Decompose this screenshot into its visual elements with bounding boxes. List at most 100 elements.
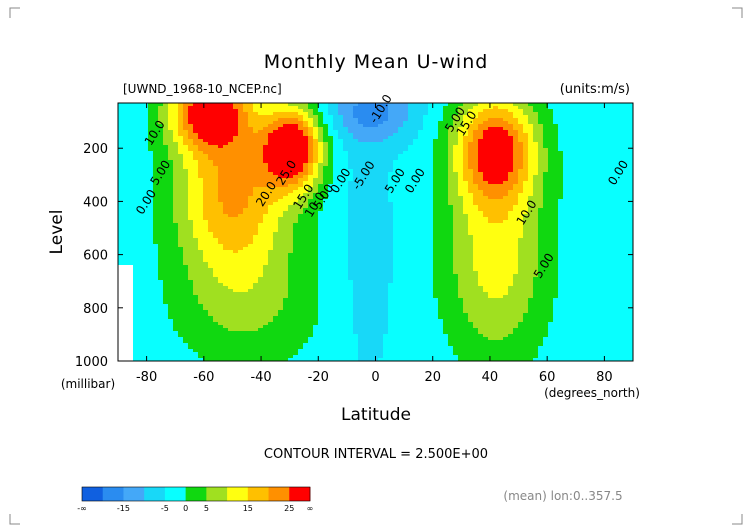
- field-cell: [303, 226, 309, 230]
- field-cell: [253, 205, 259, 209]
- field-cell: [318, 193, 324, 197]
- field-cell: [273, 244, 279, 248]
- field-cell: [238, 184, 244, 188]
- field-cell: [123, 109, 129, 113]
- field-cell: [388, 205, 394, 209]
- field-cell: [408, 172, 414, 176]
- field-cell: [308, 190, 314, 194]
- field-cell: [143, 205, 149, 209]
- field-cell: [608, 151, 614, 155]
- field-cell: [213, 193, 219, 197]
- field-cell: [278, 106, 284, 110]
- field-cell: [623, 232, 629, 236]
- field-cell: [388, 127, 394, 131]
- field-cell: [618, 178, 624, 182]
- field-cell: [183, 193, 189, 197]
- field-cell: [618, 121, 624, 125]
- field-cell: [588, 241, 594, 245]
- field-cell: [163, 214, 169, 218]
- field-cell: [578, 121, 584, 125]
- field-cell: [173, 241, 179, 245]
- field-cell: [223, 202, 229, 206]
- field-cell: [508, 241, 514, 245]
- field-cell: [453, 175, 459, 179]
- field-cell: [458, 235, 464, 239]
- field-cell: [218, 190, 224, 194]
- field-cell: [588, 118, 594, 122]
- field-cell: [268, 220, 274, 224]
- field-cell: [528, 205, 534, 209]
- field-cell: [123, 208, 129, 212]
- field-cell: [488, 121, 494, 125]
- field-cell: [173, 175, 179, 179]
- field-cell: [183, 157, 189, 161]
- field-cell: [303, 127, 309, 131]
- field-cell: [263, 151, 269, 155]
- field-cell: [418, 109, 424, 113]
- field-cell: [343, 181, 349, 185]
- field-cell: [168, 184, 174, 188]
- field-cell: [413, 223, 419, 227]
- field-cell: [443, 109, 449, 113]
- field-cell: [173, 154, 179, 158]
- field-cell: [348, 118, 354, 122]
- field-cell: [538, 121, 544, 125]
- field-cell: [543, 127, 549, 131]
- field-cell: [508, 178, 514, 182]
- field-cell: [268, 172, 274, 176]
- field-cell: [253, 229, 259, 233]
- field-cell: [218, 133, 224, 137]
- field-cell: [143, 160, 149, 164]
- field-cell: [608, 202, 614, 206]
- field-cell: [378, 103, 384, 107]
- field-cell: [293, 139, 299, 143]
- field-cell: [428, 244, 434, 248]
- field-cell: [333, 244, 339, 248]
- field-cell: [388, 136, 394, 140]
- field-cell: [468, 118, 474, 122]
- field-cell: [223, 163, 229, 167]
- field-cell: [448, 241, 454, 245]
- field-cell: [478, 208, 484, 212]
- field-cell: [218, 145, 224, 149]
- field-cell: [218, 181, 224, 185]
- field-cell: [568, 139, 574, 143]
- field-cell: [208, 223, 214, 227]
- field-cell: [403, 235, 409, 239]
- field-cell: [433, 208, 439, 212]
- field-cell: [243, 130, 249, 134]
- field-cell: [178, 211, 184, 215]
- field-cell: [508, 238, 514, 242]
- field-cell: [328, 181, 334, 185]
- field-cell: [583, 226, 589, 230]
- field-cell: [548, 112, 554, 116]
- field-cell: [128, 124, 134, 128]
- field-cell: [508, 181, 514, 185]
- field-cell: [258, 172, 264, 176]
- field-cell: [153, 142, 159, 146]
- field-cell: [508, 190, 514, 194]
- field-cell: [378, 112, 384, 116]
- field-cell: [568, 214, 574, 218]
- field-cell: [143, 238, 149, 242]
- field-cell: [313, 211, 319, 215]
- field-cell: [518, 208, 524, 212]
- field-cell: [603, 106, 609, 110]
- field-cell: [393, 118, 399, 122]
- field-cell: [443, 238, 449, 242]
- field-cell: [498, 103, 504, 107]
- field-cell: [493, 184, 499, 188]
- field-cell: [468, 106, 474, 110]
- field-cell: [623, 127, 629, 131]
- field-cell: [208, 163, 214, 167]
- field-cell: [343, 166, 349, 170]
- field-cell: [483, 190, 489, 194]
- field-cell: [373, 121, 379, 125]
- field-cell: [368, 148, 374, 152]
- field-cell: [548, 106, 554, 110]
- field-cell: [143, 121, 149, 125]
- field-cell: [628, 169, 633, 173]
- field-cell: [423, 169, 429, 173]
- field-cell: [443, 127, 449, 131]
- field-cell: [523, 217, 529, 221]
